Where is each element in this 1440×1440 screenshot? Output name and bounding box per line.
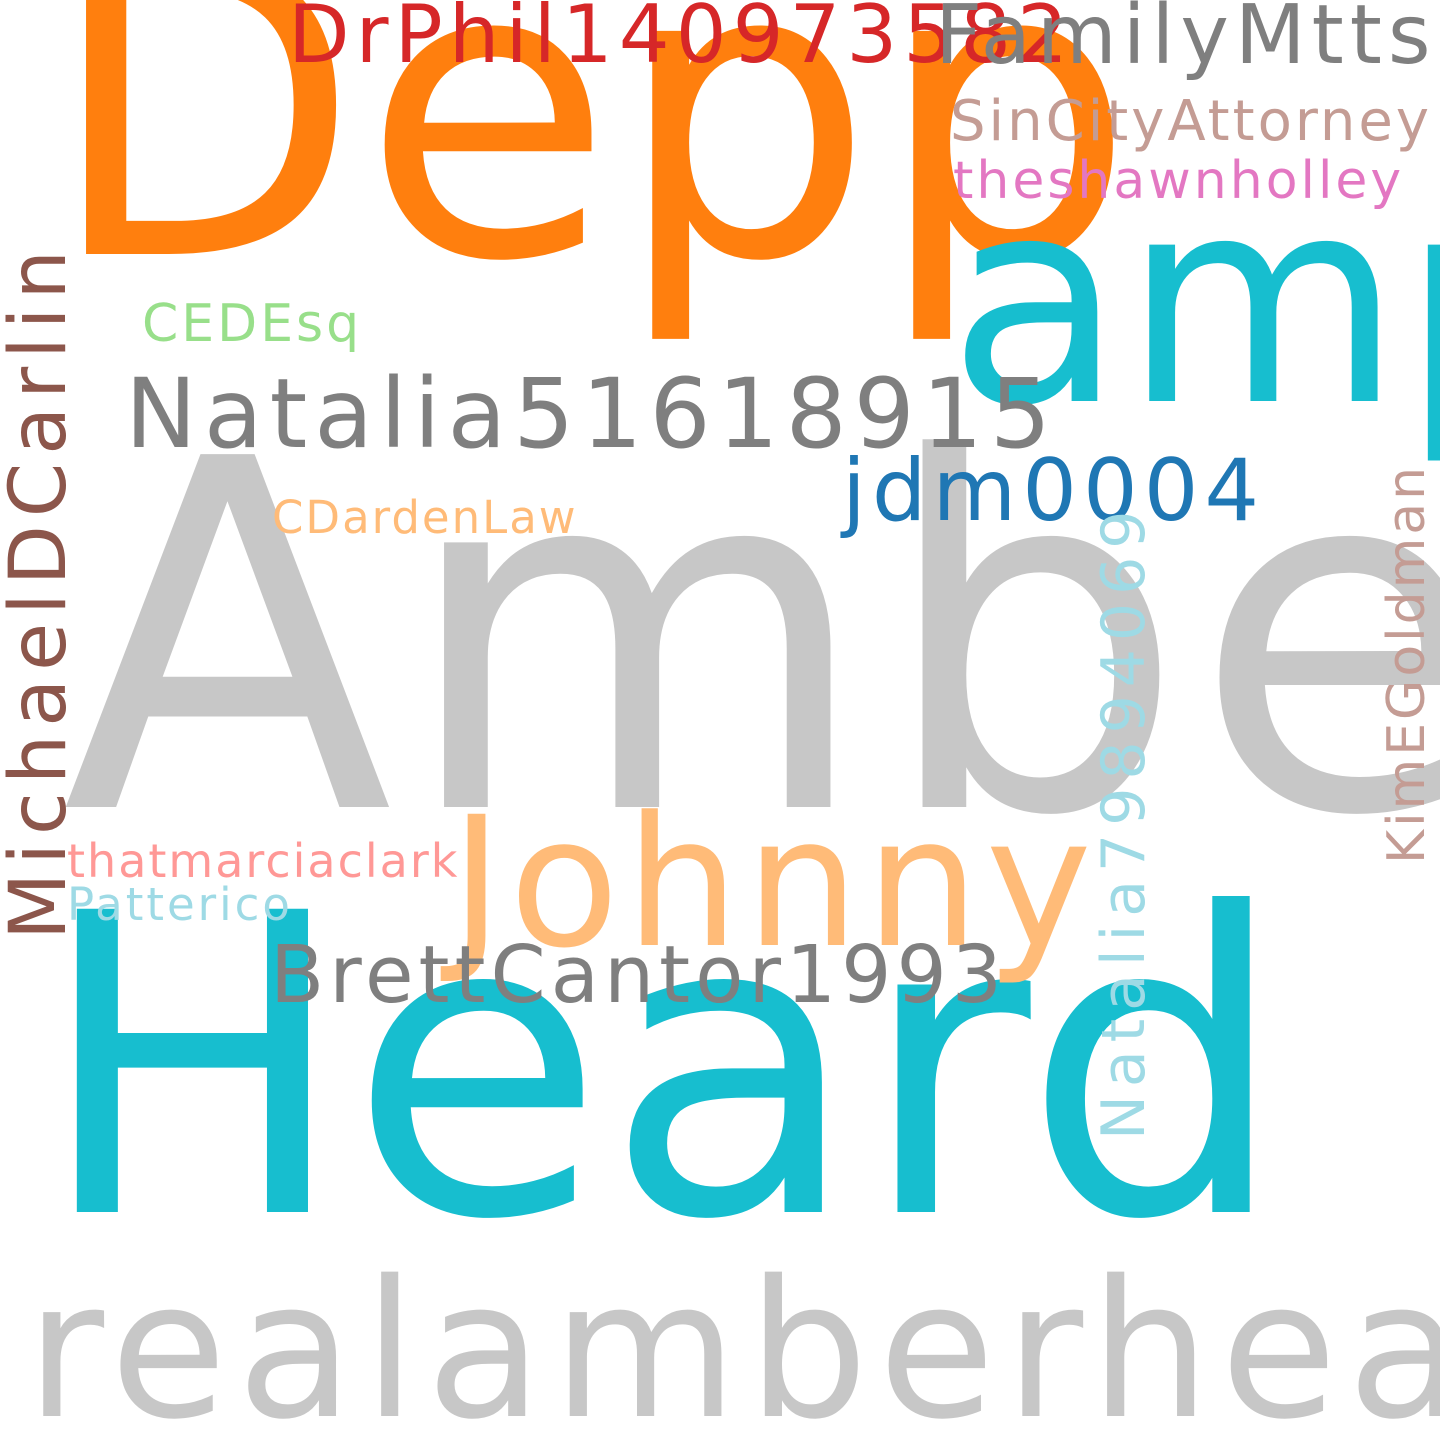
word-realamberheard: realamberheard	[26, 1240, 1440, 1440]
word-natalia51618915: Natalia51618915	[125, 358, 1058, 470]
word-amp: amp	[948, 137, 1440, 469]
word-heard: Heard	[36, 827, 1288, 1311]
word-cdardenlaw: CDardenLaw	[272, 491, 578, 544]
word-brettcantor1993: BrettCantor1993	[270, 929, 1007, 1021]
word-michaeldcarlin: MichaelDCarlin	[0, 242, 84, 940]
word-jdm0004: jdm0004	[842, 441, 1266, 541]
word-kimegoldman: KimEGoldman	[1377, 463, 1437, 864]
word-patterico: Patterico	[67, 878, 293, 931]
word-johnny: Johnny	[450, 779, 1098, 988]
word-familymtts: FamilyMtts	[935, 0, 1437, 83]
word-cedesq: CEDEsq	[142, 294, 363, 354]
word-theshawnholley: theshawnholley	[953, 151, 1405, 211]
word-amber: Amber	[62, 359, 1440, 922]
word-natalia79894069: Natalia79894069	[1089, 502, 1159, 1140]
word-depp: Depp	[46, 0, 1138, 351]
word-drphil140973582: DrPhil140973582	[288, 0, 1074, 81]
word-sincityattorney: SinCityAttorney	[950, 89, 1432, 154]
word-thatmarciaclark: thatmarciaclark	[67, 834, 460, 888]
